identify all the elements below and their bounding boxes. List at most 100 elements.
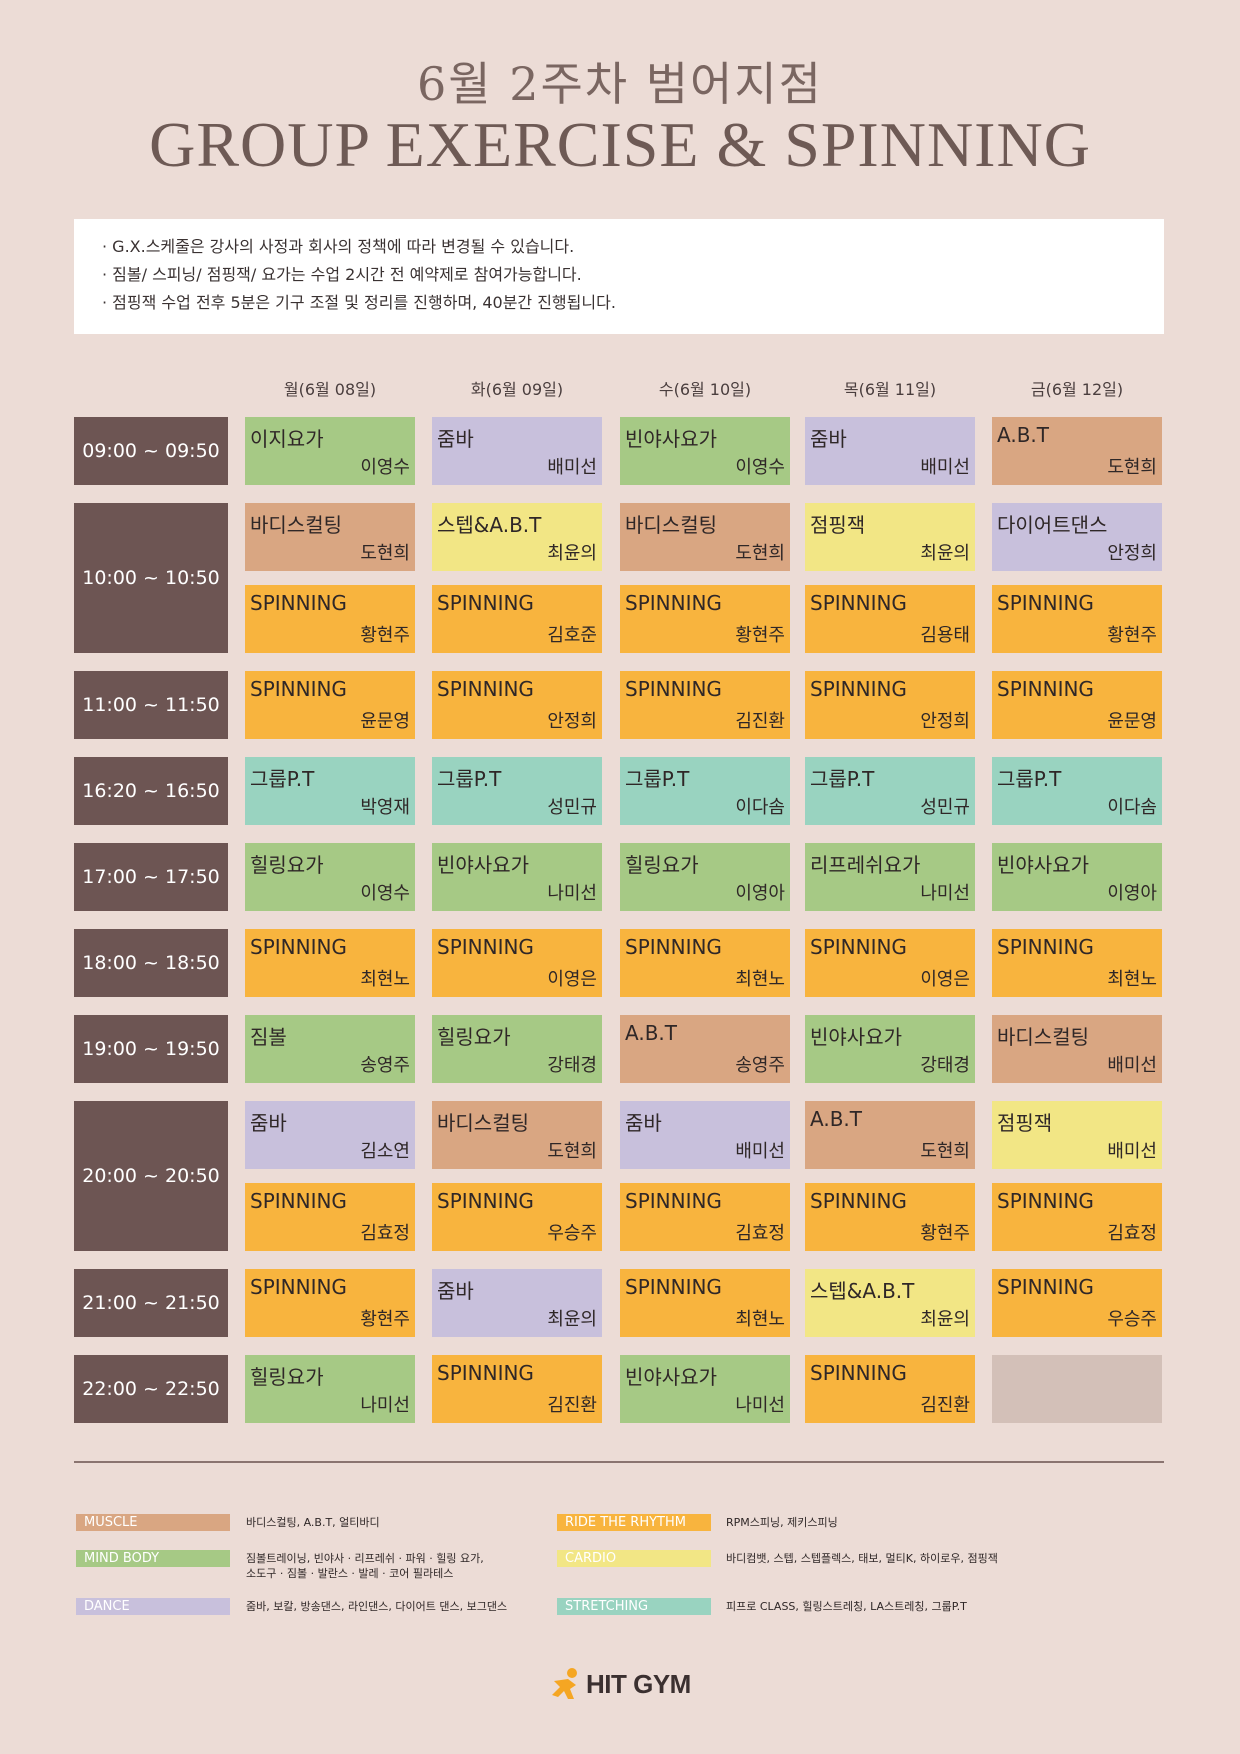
class-name: SPINNING — [250, 677, 347, 701]
class-cell: 빈야사요가 이영수 — [620, 417, 790, 485]
class-name: 빈야사요가 — [625, 1365, 717, 1389]
page-title-english: GROUP EXERCISE & SPINNING — [149, 109, 1091, 180]
instructor-name: 이영은 — [920, 969, 970, 990]
class-cell: SPINNING 김효정 — [620, 1183, 790, 1251]
class-name: SPINNING — [250, 1189, 347, 1213]
legend-tag-stretching: STRETCHING — [557, 1598, 711, 1615]
class-name: 다이어트댄스 — [997, 513, 1108, 537]
class-cell: SPINNING 이영은 — [805, 929, 975, 997]
legend-tag-cardio: CARDIO — [557, 1550, 711, 1567]
class-name: 빈야사요가 — [810, 1025, 902, 1049]
class-cell: A.B.T 도현희 — [805, 1101, 975, 1169]
class-name: SPINNING — [437, 935, 534, 959]
class-name: 이지요가 — [250, 427, 324, 451]
class-name: 그룹P.T — [250, 767, 315, 791]
class-cell: SPINNING 윤문영 — [992, 671, 1162, 739]
time-slot-label: 09:00 ~ 09:50 — [74, 417, 228, 485]
class-cell: SPINNING 최현노 — [620, 929, 790, 997]
time-slot-label: 20:00 ~ 20:50 — [74, 1101, 228, 1251]
class-cell: SPINNING 황현주 — [245, 585, 415, 653]
time-slot-label: 10:00 ~ 10:50 — [74, 503, 228, 653]
class-cell: SPINNING 안정희 — [805, 671, 975, 739]
time-slot-label: 11:00 ~ 11:50 — [74, 671, 228, 739]
instructor-name: 나미선 — [547, 883, 597, 904]
legend-description-line: 피프로 CLASS, 힐링스트레칭, LA스트레칭, 그룹P.T — [726, 1600, 967, 1613]
class-name: SPINNING — [997, 677, 1094, 701]
instructor-name: 황현주 — [360, 1309, 410, 1330]
class-name: 줌바 — [250, 1111, 287, 1135]
class-name: SPINNING — [250, 935, 347, 959]
class-cell: A.B.T 도현희 — [992, 417, 1162, 485]
legend-tag-mind-body: MIND BODY — [76, 1550, 230, 1567]
instructor-name: 김소연 — [360, 1141, 410, 1162]
instructor-name: 배미선 — [735, 1141, 785, 1162]
class-cell: SPINNING 김효정 — [992, 1183, 1162, 1251]
class-name: 힐링요가 — [250, 853, 324, 877]
class-cell: 그룹P.T 성민규 — [432, 757, 602, 825]
instructor-name: 이영은 — [547, 969, 597, 990]
class-cell: SPINNING 김효정 — [245, 1183, 415, 1251]
instructor-name: 이영수 — [360, 883, 410, 904]
class-cell: 바디스컬팅 도현희 — [620, 503, 790, 571]
gym-logo: HIT GYM — [548, 1664, 698, 1704]
class-cell: 그룹P.T 이다솜 — [620, 757, 790, 825]
instructor-name: 윤문영 — [1107, 711, 1157, 732]
time-slot-label: 19:00 ~ 19:50 — [74, 1015, 228, 1083]
instructor-name: 나미선 — [360, 1395, 410, 1416]
class-cell: 힐링요가 강태경 — [432, 1015, 602, 1083]
class-cell: SPINNING 이영은 — [432, 929, 602, 997]
class-cell: 짐볼 송영주 — [245, 1015, 415, 1083]
class-name: SPINNING — [250, 1275, 347, 1299]
instructor-name: 최윤의 — [920, 1309, 970, 1330]
class-name: 빈야사요가 — [625, 427, 717, 451]
instructor-name: 황현주 — [360, 625, 410, 646]
instructor-name: 윤문영 — [360, 711, 410, 732]
instructor-name: 최현노 — [1107, 969, 1157, 990]
class-name: 줌바 — [810, 427, 847, 451]
class-cell: 힐링요가 나미선 — [245, 1355, 415, 1423]
class-name: 바디스컬팅 — [625, 513, 717, 537]
class-name: SPINNING — [437, 677, 534, 701]
day-header-mon: 월(6월 08일) — [283, 380, 377, 399]
class-cell: 줌바 배미선 — [432, 417, 602, 485]
class-name: SPINNING — [997, 1275, 1094, 1299]
instructor-name: 송영주 — [735, 1055, 785, 1076]
legend-tag-ride: RIDE THE RHYTHM — [557, 1514, 711, 1531]
time-slot-label: 18:00 ~ 18:50 — [74, 929, 228, 997]
instructor-name: 배미선 — [1107, 1055, 1157, 1076]
instructor-name: 김호준 — [547, 625, 597, 646]
class-cell: SPINNING 최현노 — [992, 929, 1162, 997]
class-cell: 힐링요가 이영아 — [620, 843, 790, 911]
class-cell: 점핑잭 최윤의 — [805, 503, 975, 571]
class-name: SPINNING — [997, 591, 1094, 615]
notice-line: · G.X.스케줄은 강사의 사정과 회사의 정책에 따라 변경될 수 있습니다… — [102, 237, 575, 256]
class-name: SPINNING — [810, 935, 907, 959]
class-cell: SPINNING 김용태 — [805, 585, 975, 653]
class-name: SPINNING — [810, 1189, 907, 1213]
class-cell: 바디스컬팅 도현희 — [245, 503, 415, 571]
instructor-name: 김효정 — [735, 1223, 785, 1244]
instructor-name: 배미선 — [920, 457, 970, 478]
notice-box: · G.X.스케줄은 강사의 사정과 회사의 정책에 따라 변경될 수 있습니다… — [74, 219, 1164, 334]
instructor-name: 안정희 — [1107, 543, 1157, 564]
instructor-name: 황현주 — [735, 625, 785, 646]
class-name: 힐링요가 — [625, 853, 699, 877]
legend-description: 바디컴뱃, 스텝, 스텝플렉스, 태보, 멀티K, 하이로우, 점핑잭 — [726, 1551, 998, 1566]
class-name: SPINNING — [625, 1189, 722, 1213]
instructor-name: 황현주 — [1107, 625, 1157, 646]
legend-tag-dance: DANCE — [76, 1598, 230, 1615]
class-name: 그룹P.T — [437, 767, 502, 791]
instructor-name: 우승주 — [1107, 1309, 1157, 1330]
instructor-name: 이다솜 — [735, 797, 785, 818]
class-name: SPINNING — [625, 677, 722, 701]
legend-description-line: 짐볼트레이닝, 빈야사 · 리프레쉬 · 파워 · 힐링 요가, — [246, 1552, 484, 1565]
instructor-name: 이영수 — [360, 457, 410, 478]
instructor-name: 강태경 — [547, 1055, 597, 1076]
class-name: 짐볼 — [250, 1025, 287, 1049]
legend-description: 바디스컬팅, A.B.T, 얼티바디 — [246, 1515, 380, 1530]
class-name: 그룹P.T — [810, 767, 875, 791]
class-cell: 바디스컬팅 배미선 — [992, 1015, 1162, 1083]
class-cell: SPINNING 최현노 — [620, 1269, 790, 1337]
instructor-name: 최현노 — [735, 969, 785, 990]
